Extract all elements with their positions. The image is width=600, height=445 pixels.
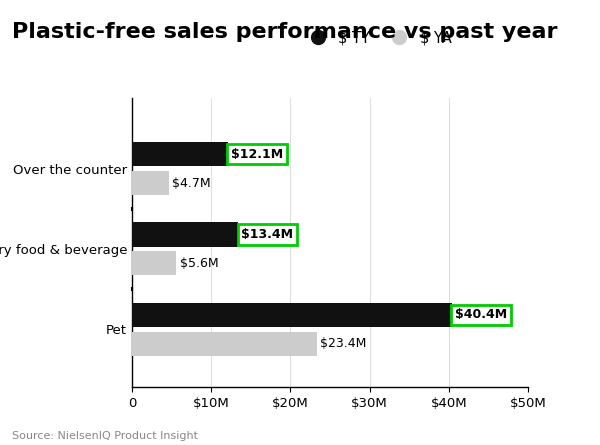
Text: $23.4M: $23.4M — [320, 337, 367, 350]
Bar — [132, 171, 169, 195]
Text: $12.1M: $12.1M — [231, 148, 283, 161]
Text: $5.6M: $5.6M — [179, 257, 218, 270]
Bar — [132, 222, 238, 247]
Text: $13.4M: $13.4M — [241, 228, 293, 241]
Bar — [132, 303, 452, 327]
Bar — [132, 251, 176, 275]
Bar — [132, 142, 228, 166]
Legend: $ TY, $ YA: $ TY, $ YA — [298, 24, 457, 51]
Text: Source: NielsenIQ Product Insight: Source: NielsenIQ Product Insight — [12, 431, 198, 441]
Text: Plastic-free sales performance vs past year: Plastic-free sales performance vs past y… — [12, 22, 557, 42]
Text: $4.7M: $4.7M — [172, 177, 211, 190]
Text: $40.4M: $40.4M — [455, 308, 507, 321]
Bar — [132, 332, 317, 356]
